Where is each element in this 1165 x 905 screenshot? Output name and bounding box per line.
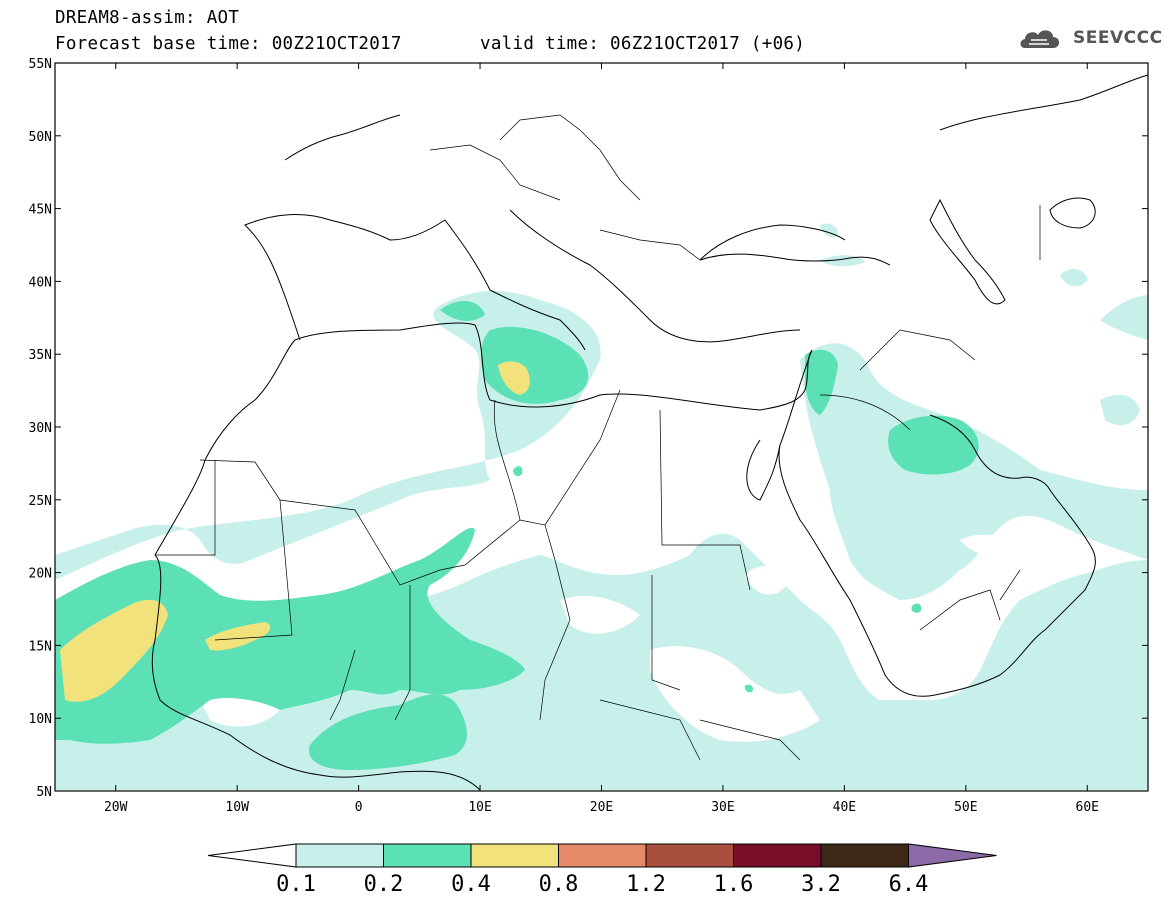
colorbar-label: 0.2 bbox=[364, 872, 404, 897]
lat-tick-label: 40N bbox=[29, 275, 52, 290]
colorbar-segment bbox=[645, 843, 734, 868]
lon-tick-label: 10E bbox=[468, 800, 491, 815]
lon-tick-label: 0 bbox=[355, 800, 363, 815]
lat-tick-label: 15N bbox=[29, 639, 52, 654]
lat-tick-label: 55N bbox=[29, 57, 52, 72]
lat-tick-label: 10N bbox=[29, 712, 52, 727]
lat-tick-label: 50N bbox=[29, 130, 52, 145]
colorbar-segment bbox=[733, 843, 822, 868]
forecast-base-time: Forecast base time: 00Z21OCT2017 bbox=[55, 34, 402, 54]
lon-tick-label: 20E bbox=[590, 800, 613, 815]
lon-tick-label: 60E bbox=[1076, 800, 1099, 815]
aot-unshaded-gaps bbox=[200, 534, 1015, 742]
colorbar-label: 6.4 bbox=[889, 872, 929, 897]
lon-tick-label: 40E bbox=[833, 800, 856, 815]
latitude-axis: 55N 50N 45N 40N 35N 30N 25N 20N 15N 10N 5N bbox=[29, 57, 1148, 800]
country-borders bbox=[155, 114, 1041, 761]
lon-tick-label: 30E bbox=[711, 800, 734, 815]
colorbar-label: 3.2 bbox=[801, 872, 841, 897]
lat-tick-label: 45N bbox=[29, 203, 52, 218]
logo-text: SEEVCCC bbox=[1073, 28, 1163, 48]
lon-tick-label: 50E bbox=[954, 800, 977, 815]
colorbar-segment bbox=[383, 843, 472, 868]
colorbar-min-arrow bbox=[207, 843, 297, 868]
colorbar-segment bbox=[558, 843, 647, 868]
lat-tick-label: 25N bbox=[29, 494, 52, 509]
lat-tick-label: 20N bbox=[29, 567, 52, 582]
colorbar-segment bbox=[820, 843, 909, 868]
aot-level-0.1 bbox=[55, 223, 1148, 790]
valid-time: valid time: 06Z21OCT2017 (+06) bbox=[480, 34, 806, 54]
lat-tick-label: 35N bbox=[29, 348, 52, 363]
aot-level-0.4 bbox=[60, 361, 530, 702]
colorbar-label: 1.6 bbox=[714, 872, 754, 897]
colorbar-segment bbox=[470, 843, 559, 868]
lat-tick-label: 5N bbox=[36, 785, 52, 800]
longitude-axis: 20W 10W 0 10E 20E 30E 40E 50E 60E bbox=[104, 63, 1099, 815]
lon-tick-label: 10W bbox=[225, 800, 249, 815]
chart-title: DREAM8-assim: AOT bbox=[55, 8, 240, 28]
coastlines bbox=[151, 74, 1148, 791]
lat-tick-label: 30N bbox=[29, 421, 52, 436]
aot-field bbox=[55, 223, 1148, 790]
colorbar-label: 0.8 bbox=[539, 872, 579, 897]
colorbar-label: 0.1 bbox=[276, 872, 316, 897]
lon-tick-label: 20W bbox=[104, 800, 128, 815]
cloud-logo-icon bbox=[1020, 30, 1059, 48]
colorbar-max-arrow bbox=[908, 843, 997, 868]
colorbar-segment bbox=[295, 843, 384, 868]
colorbar-label: 1.2 bbox=[626, 872, 666, 897]
aot-level-0.2 bbox=[55, 300, 979, 770]
colorbar-label: 0.4 bbox=[451, 872, 491, 897]
colorbar: 0.1 0.2 0.4 0.8 1.2 1.6 3.2 6.4 bbox=[207, 843, 997, 897]
